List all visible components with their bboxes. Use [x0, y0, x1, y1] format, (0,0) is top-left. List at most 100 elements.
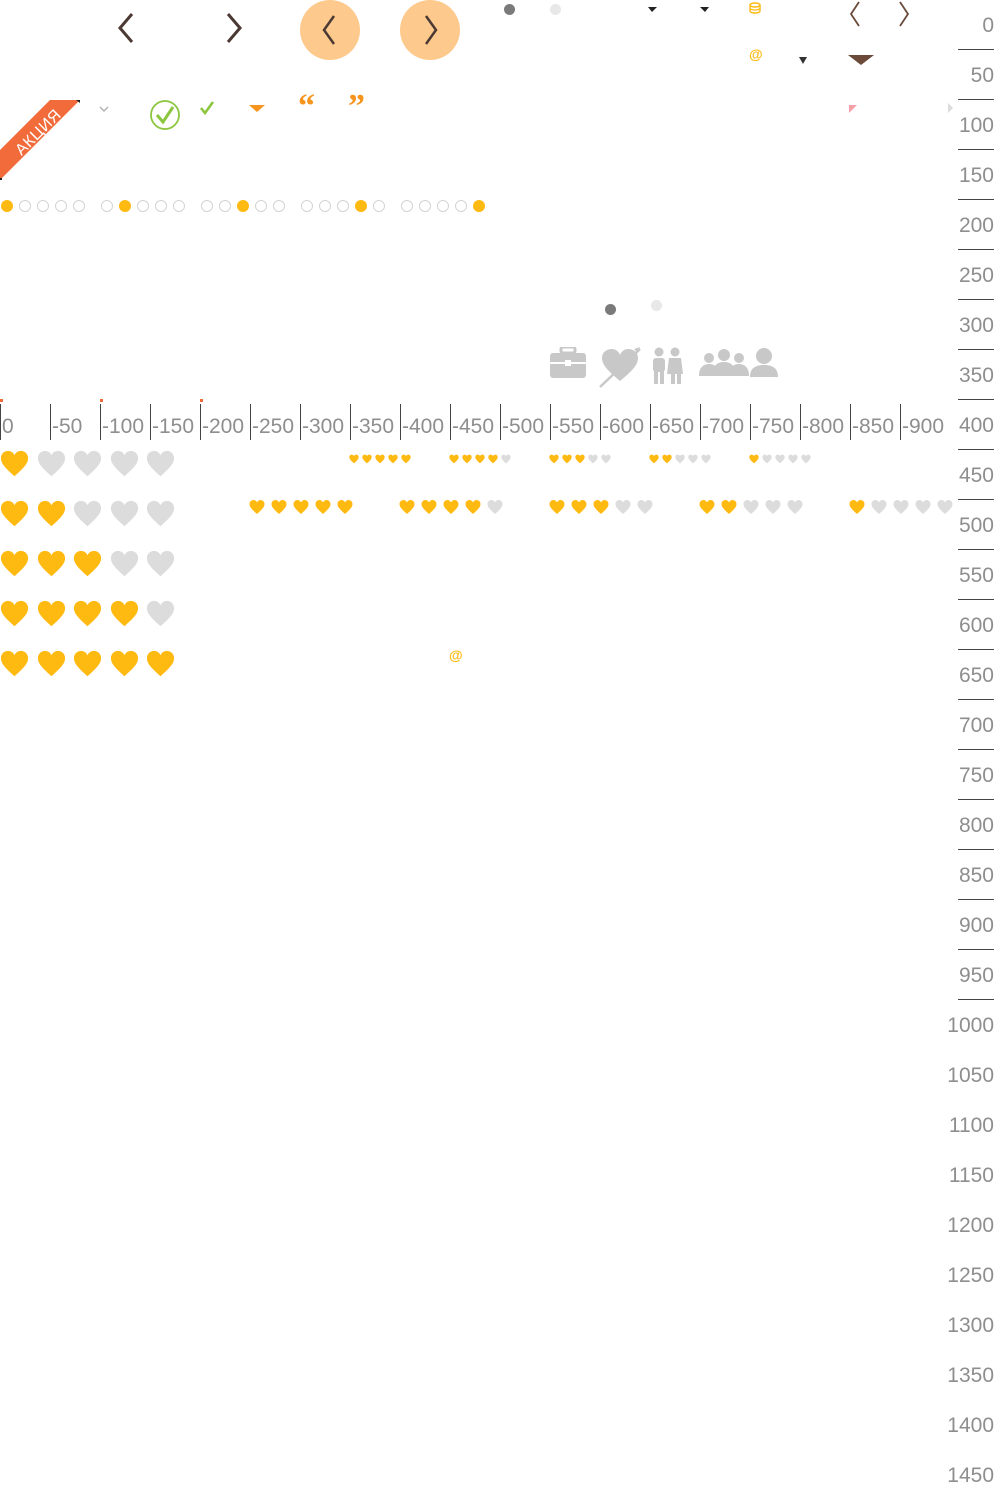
heart-filled-icon [0, 649, 29, 682]
heart-filled-icon [0, 499, 29, 532]
ruler-tick [958, 799, 994, 800]
heart-empty-icon [110, 449, 139, 482]
pagination-dot[interactable] [219, 200, 231, 212]
heart-empty-icon [146, 449, 175, 482]
heart-filled-icon [593, 499, 609, 519]
chevron-right-icon[interactable] [218, 8, 248, 48]
pagination-dot[interactable] [419, 200, 431, 212]
heart-filled-icon [399, 499, 415, 519]
ruler-label: 1000 [947, 1014, 994, 1037]
heart-filled-icon [0, 599, 29, 632]
pagination-dot[interactable] [55, 200, 67, 212]
at-icon: @ [449, 647, 463, 663]
next-circle-button[interactable] [400, 0, 460, 60]
ruler-tick [450, 404, 451, 440]
ruler-label: -50 [52, 415, 83, 438]
ruler-label: 900 [958, 914, 994, 937]
quote-close-icon: ” [348, 88, 365, 125]
pagination-dot[interactable] [37, 200, 49, 212]
pagination-dot[interactable] [173, 200, 185, 212]
ruler-label: 850 [958, 864, 994, 887]
chevron-left-thin-icon[interactable] [848, 0, 862, 32]
heart-empty-icon [146, 599, 175, 632]
ruler-tick [958, 349, 994, 350]
ruler-label: 200 [958, 214, 994, 237]
pagination-dot[interactable] [273, 200, 285, 212]
slider-dot-active[interactable] [605, 304, 616, 315]
pagination-dot[interactable] [373, 200, 385, 212]
ruler-tick [958, 999, 994, 1000]
pagination-dot[interactable] [319, 200, 331, 212]
heart-filled-icon [421, 499, 437, 519]
ruler-tick [600, 404, 601, 440]
heart-filled-icon [337, 499, 353, 519]
slider-dot[interactable] [651, 300, 662, 311]
heart-empty-icon [765, 499, 781, 519]
chevron-right-circle-icon [424, 15, 438, 45]
pagination-dot-active[interactable] [1, 200, 13, 212]
ruler-tick [400, 404, 401, 440]
prev-circle-button[interactable] [300, 0, 360, 60]
heart-filled-icon [849, 499, 865, 519]
pagination-dot[interactable] [101, 200, 113, 212]
ruler-label: -600 [602, 415, 645, 438]
chevron-right-thin-icon[interactable] [897, 0, 911, 32]
slider-dot-active[interactable] [504, 4, 515, 15]
ruler-tick [550, 404, 551, 440]
pagination-dot[interactable] [337, 200, 349, 212]
ruler-label: 1050 [947, 1064, 994, 1087]
ruler-tick [958, 549, 994, 550]
ruler-tick [0, 404, 1, 440]
ruler-label: -650 [652, 415, 695, 438]
pagination-dot[interactable] [301, 200, 313, 212]
heart-filled-icon [721, 499, 737, 519]
ruler-label: -350 [352, 415, 395, 438]
ruler-label: -450 [452, 415, 495, 438]
pagination-dot-active[interactable] [473, 200, 485, 212]
coins-icon [749, 0, 761, 19]
heart-filled-icon [699, 499, 715, 519]
tick-mark [100, 399, 103, 402]
heart-empty-icon [787, 499, 803, 519]
pagination-dot[interactable] [137, 200, 149, 212]
pagination-dot[interactable] [201, 200, 213, 212]
ruler-tick [958, 599, 994, 600]
pagination-dot[interactable] [19, 200, 31, 212]
heart-empty-icon [937, 499, 953, 519]
heart-empty-icon [146, 499, 175, 532]
ruler-label: -800 [802, 415, 845, 438]
pagination-dot-active[interactable] [119, 200, 131, 212]
heart-filled-icon [375, 449, 385, 468]
pagination-dot[interactable] [155, 200, 167, 212]
check-circle-icon [149, 99, 181, 135]
couple-icon [649, 347, 685, 389]
corner-arrow-icon [648, 0, 710, 19]
ruler-tick [958, 849, 994, 850]
pagination-dot[interactable] [455, 200, 467, 212]
ruler-label: 0 [982, 14, 994, 37]
ruler-label: -850 [852, 415, 895, 438]
ruler-tick [500, 404, 501, 440]
ruler-label: 450 [958, 464, 994, 487]
heart-filled-icon [73, 549, 102, 582]
heart-filled-icon [315, 499, 331, 519]
pagination-dot-active[interactable] [237, 200, 249, 212]
pagination-dot[interactable] [437, 200, 449, 212]
chevron-left-icon[interactable] [112, 8, 142, 48]
pagination-dot[interactable] [401, 200, 413, 212]
pagination-dot-active[interactable] [355, 200, 367, 212]
heart-filled-icon [37, 599, 66, 632]
ruler-tick [50, 404, 51, 440]
ruler-tick [958, 449, 994, 450]
slider-dot[interactable] [550, 4, 561, 15]
pagination-dot[interactable] [73, 200, 85, 212]
ruler-tick [958, 99, 994, 100]
pagination-dot[interactable] [255, 200, 267, 212]
ruler-tick [250, 404, 251, 440]
ruler-label: 250 [958, 264, 994, 287]
heart-empty-icon [110, 499, 139, 532]
ruler-tick [650, 404, 651, 440]
caret-down-icon[interactable] [799, 49, 807, 68]
ruler-label: 500 [958, 514, 994, 537]
heart-filled-icon [475, 449, 485, 468]
